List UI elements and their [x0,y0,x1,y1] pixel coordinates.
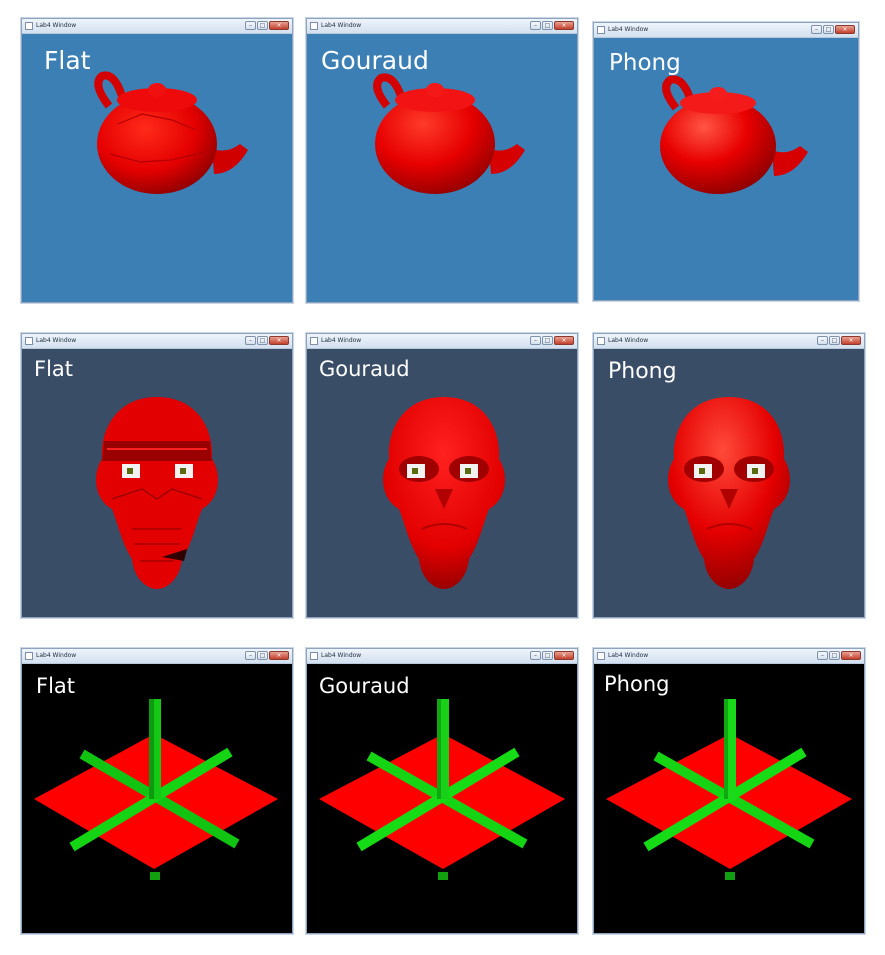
minimize-button[interactable]: – [811,25,822,34]
axes-plane-render [319,699,565,880]
shading-label-phong: Phong [608,359,677,384]
app-icon [310,22,318,30]
shading-label-flat: Flat [34,357,74,381]
minimize-button[interactable]: – [530,21,541,30]
maximize-button[interactable]: □ [257,21,268,30]
window-title: Lab4 Window [321,22,362,29]
maximize-button[interactable]: □ [257,336,268,345]
minimize-button[interactable]: – [245,21,256,30]
window-title: Lab4 Window [608,337,649,344]
window-title: Lab4 Window [321,337,362,344]
minimize-button[interactable]: – [530,651,541,660]
axes-plane-render [606,699,852,880]
close-button[interactable]: × [554,336,574,345]
window-title: Lab4 Window [608,26,649,33]
window-title: Lab4 Window [321,652,362,659]
app-icon [25,337,33,345]
window-teapot-gouraud: Lab4 Window – □ × Gouraud [306,18,578,303]
close-button[interactable]: × [835,25,855,34]
window-title: Lab4 Window [36,22,77,29]
title-bar[interactable]: Lab4 Window – □ × [307,19,577,34]
app-icon [597,26,605,34]
window-title: Lab4 Window [608,652,649,659]
render-viewport[interactable]: Phong [594,38,858,300]
app-icon [310,652,318,660]
title-bar[interactable]: Lab4 Window – □ × [594,334,864,349]
axes-plane-render [34,699,278,880]
maximize-button[interactable]: □ [823,25,834,34]
title-bar[interactable]: Lab4 Window – □ × [22,334,292,349]
maximize-button[interactable]: □ [257,651,268,660]
minimize-button[interactable]: – [245,651,256,660]
maximize-button[interactable]: □ [829,651,840,660]
render-viewport[interactable]: Flat [22,34,292,302]
app-icon [25,22,33,30]
skull-render [668,397,790,589]
window-skull-flat: Lab4 Window – □ × Flat [21,333,293,618]
close-button[interactable]: × [269,651,289,660]
close-button[interactable]: × [841,336,861,345]
app-icon [25,652,33,660]
title-bar[interactable]: Lab4 Window – □ × [594,23,858,38]
shading-label-phong: Phong [604,672,670,696]
title-bar[interactable]: Lab4 Window – □ × [307,649,577,664]
render-viewport[interactable]: Flat [22,349,292,617]
title-bar[interactable]: Lab4 Window – □ × [22,19,292,34]
close-button[interactable]: × [554,21,574,30]
title-bar[interactable]: Lab4 Window – □ × [307,334,577,349]
teapot-render [660,75,808,194]
maximize-button[interactable]: □ [542,651,553,660]
window-teapot-flat: Lab4 Window – □ × Flat [21,18,293,303]
shading-label-gouraud: Gouraud [321,46,429,75]
title-bar[interactable]: Lab4 Window – □ × [594,649,864,664]
shading-label-flat: Flat [36,674,76,698]
shading-label-gouraud: Gouraud [319,357,410,381]
minimize-button[interactable]: – [817,651,828,660]
app-icon [597,337,605,345]
window-title: Lab4 Window [36,337,77,344]
app-icon [310,337,318,345]
close-button[interactable]: × [269,21,289,30]
window-teapot-phong: Lab4 Window – □ × Phong [593,22,859,301]
shading-label-gouraud: Gouraud [319,674,410,698]
skull-render [383,397,505,589]
render-viewport[interactable]: Flat [22,664,292,933]
maximize-button[interactable]: □ [542,21,553,30]
close-button[interactable]: × [841,651,861,660]
minimize-button[interactable]: – [817,336,828,345]
maximize-button[interactable]: □ [829,336,840,345]
close-button[interactable]: × [269,336,289,345]
render-viewport[interactable]: Gouraud [307,349,577,617]
shading-label-flat: Flat [44,46,91,75]
window-axes-flat: Lab4 Window – □ × Flat [21,648,293,934]
skull-render [96,397,218,589]
app-icon [597,652,605,660]
window-title: Lab4 Window [36,652,77,659]
render-viewport[interactable]: Phong [594,664,864,933]
minimize-button[interactable]: – [245,336,256,345]
window-axes-gouraud: Lab4 Window – □ × Gouraud [306,648,578,934]
render-viewport[interactable]: Phong [594,349,864,617]
window-skull-gouraud: Lab4 Window – □ × Gouraud [306,333,578,618]
window-axes-phong: Lab4 Window – □ × Phong [593,648,865,934]
close-button[interactable]: × [554,651,574,660]
minimize-button[interactable]: – [530,336,541,345]
render-viewport[interactable]: Gouraud [307,664,577,933]
teapot-render [373,73,525,194]
teapot-render [94,71,248,194]
render-viewport[interactable]: Gouraud [307,34,577,302]
shading-label-phong: Phong [609,50,681,76]
window-skull-phong: Lab4 Window – □ × Phong [593,333,865,618]
title-bar[interactable]: Lab4 Window – □ × [22,649,292,664]
maximize-button[interactable]: □ [542,336,553,345]
